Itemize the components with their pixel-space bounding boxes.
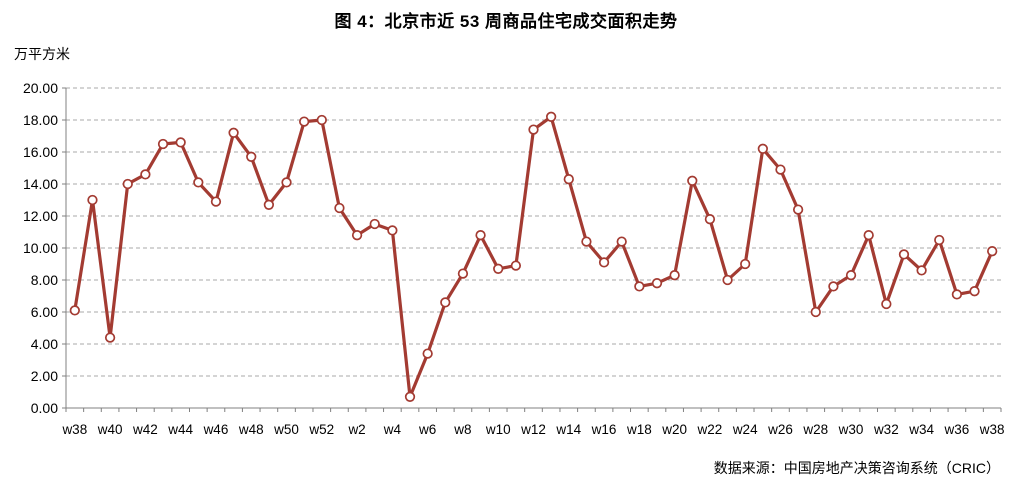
data-point-marker: [140, 169, 151, 180]
data-point-marker: [122, 178, 133, 190]
x-axis-label: w50: [273, 422, 299, 437]
x-axis-label: w34: [908, 422, 934, 437]
data-point-marker: [828, 281, 839, 292]
x-axis-label: w24: [732, 422, 758, 437]
x-axis-label: w40: [97, 422, 123, 437]
y-axis-label: 12.00: [23, 208, 58, 224]
y-axis-label: 16.00: [23, 144, 58, 160]
x-axis-label: w32: [873, 422, 899, 437]
data-point-marker: [740, 258, 751, 270]
x-axis-label: w20: [661, 422, 687, 437]
data-point-marker: [104, 332, 116, 343]
data-point-marker: [193, 177, 204, 188]
data-point-marker: [969, 286, 980, 297]
y-axis-label: 0.00: [31, 400, 58, 416]
data-point-marker: [299, 116, 310, 127]
data-point-marker: [563, 174, 574, 185]
data-point-marker: [510, 260, 522, 271]
x-axis-label: w52: [308, 422, 334, 437]
x-axis-label: w22: [697, 422, 723, 437]
x-axis-label: w38: [979, 422, 1005, 437]
data-point-marker: [69, 305, 80, 316]
x-axis-label: w8: [453, 422, 471, 437]
x-axis-label: w12: [520, 422, 546, 437]
x-axis-label: w26: [767, 422, 793, 437]
data-source-note: 数据来源：中国房地产决策咨询系统（CRIC）: [713, 460, 1000, 476]
data-point-marker: [651, 278, 663, 289]
y-axis-label: 18.00: [23, 112, 58, 128]
data-point-marker: [634, 281, 645, 292]
x-axis-label: w42: [132, 422, 158, 437]
y-axis-label: 8.00: [31, 272, 58, 288]
data-point-marker: [87, 194, 98, 206]
x-axis-label: w30: [838, 422, 864, 437]
data-point-marker: [351, 230, 363, 241]
data-point-marker: [157, 138, 169, 150]
x-axis-label: w28: [802, 422, 828, 437]
data-point-marker: [669, 270, 680, 281]
data-point-marker: [616, 236, 627, 247]
data-point-marker: [316, 114, 327, 126]
data-point-marker: [334, 202, 345, 214]
data-point-marker: [440, 297, 451, 308]
data-point-marker: [581, 236, 592, 247]
data-point-marker: [934, 234, 945, 246]
data-point-marker: [387, 225, 398, 236]
series-line: [73, 115, 994, 399]
data-point-marker: [775, 164, 786, 175]
data-point-marker: [757, 143, 768, 154]
data-point-marker: [898, 249, 910, 260]
x-axis-label: w6: [418, 422, 436, 437]
data-point-marker: [528, 124, 539, 135]
data-point-marker: [263, 199, 275, 210]
x-axis-label: w16: [591, 422, 617, 437]
data-point-marker: [175, 137, 186, 148]
data-point-marker: [404, 391, 416, 402]
line-chart: 0.00 2.00 4.00 6.00 8.00 10.00 12.00 14.00 16.00…: [23, 80, 1005, 437]
x-axis-label: w14: [555, 422, 581, 437]
data-point-marker: [792, 204, 804, 215]
data-point-marker: [598, 257, 610, 268]
data-point-marker: [545, 111, 557, 122]
data-point-marker: [422, 348, 433, 359]
x-axis-label: w46: [203, 422, 229, 437]
y-axis-label: 14.00: [23, 176, 58, 192]
data-point-marker: [916, 265, 927, 276]
data-point-marker: [704, 214, 716, 225]
x-axis-label: w4: [383, 422, 402, 437]
data-point-marker: [722, 274, 733, 286]
x-axis-label: w10: [485, 422, 511, 437]
data-point-marker: [246, 151, 257, 162]
data-point-marker: [228, 127, 239, 138]
y-axis-label: 4.00: [31, 336, 58, 352]
y-axis-unit-label: 万平方米: [14, 46, 70, 62]
data-point-marker: [951, 289, 963, 300]
data-point-marker: [687, 175, 698, 186]
data-point-marker: [475, 230, 486, 241]
y-axis-label: 2.00: [31, 368, 58, 384]
data-point-marker: [863, 230, 874, 241]
data-point-marker: [457, 268, 469, 279]
y-axis-label: 10.00: [23, 240, 58, 256]
x-axis-label: w38: [61, 422, 87, 437]
y-axis-label: 20.00: [23, 80, 58, 96]
data-point-marker: [493, 263, 504, 274]
data-point-marker: [987, 246, 998, 257]
chart-title: 图 4：北京市近 53 周商品住宅成交面积走势: [334, 12, 678, 31]
data-point-marker: [369, 218, 380, 230]
data-point-marker: [810, 306, 821, 318]
x-axis-label: w36: [944, 422, 970, 437]
data-point-marker: [281, 177, 292, 188]
x-axis-label: w18: [626, 422, 652, 437]
data-point-marker: [210, 196, 222, 207]
y-axis-label: 6.00: [31, 304, 58, 320]
data-point-marker: [881, 298, 892, 310]
x-axis-label: w48: [238, 422, 264, 437]
x-axis-label: w44: [167, 422, 193, 437]
data-point-marker: [845, 270, 857, 281]
x-axis-label: w2: [347, 422, 365, 437]
